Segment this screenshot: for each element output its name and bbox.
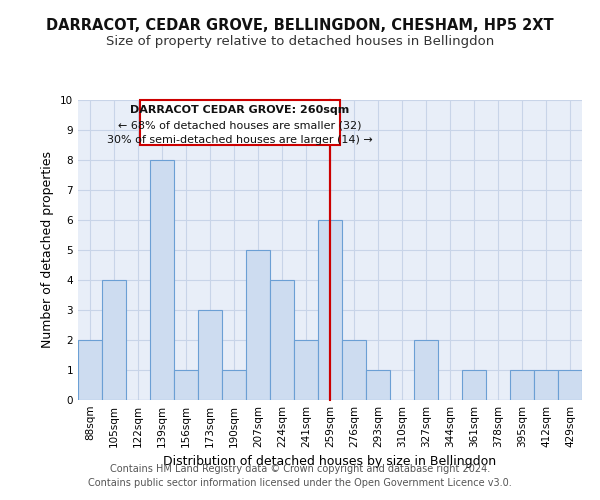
FancyBboxPatch shape xyxy=(140,100,340,145)
Bar xyxy=(414,340,438,400)
Bar xyxy=(558,370,582,400)
Bar xyxy=(150,160,174,400)
Text: 30% of semi-detached houses are larger (14) →: 30% of semi-detached houses are larger (… xyxy=(107,136,373,145)
Bar xyxy=(102,280,126,400)
Bar xyxy=(462,370,486,400)
Bar xyxy=(270,280,294,400)
Text: ← 68% of detached houses are smaller (32): ← 68% of detached houses are smaller (32… xyxy=(118,120,362,130)
Bar xyxy=(510,370,534,400)
Bar xyxy=(78,340,102,400)
Bar xyxy=(534,370,558,400)
Text: DARRACOT, CEDAR GROVE, BELLINGDON, CHESHAM, HP5 2XT: DARRACOT, CEDAR GROVE, BELLINGDON, CHESH… xyxy=(46,18,554,32)
Bar xyxy=(246,250,270,400)
Text: Size of property relative to detached houses in Bellingdon: Size of property relative to detached ho… xyxy=(106,35,494,48)
X-axis label: Distribution of detached houses by size in Bellingdon: Distribution of detached houses by size … xyxy=(163,456,497,468)
Bar xyxy=(174,370,198,400)
Bar xyxy=(366,370,390,400)
Bar xyxy=(318,220,342,400)
Bar xyxy=(342,340,366,400)
Text: Contains HM Land Registry data © Crown copyright and database right 2024.
Contai: Contains HM Land Registry data © Crown c… xyxy=(88,464,512,487)
Bar xyxy=(222,370,246,400)
Text: DARRACOT CEDAR GROVE: 260sqm: DARRACOT CEDAR GROVE: 260sqm xyxy=(130,106,350,116)
Bar xyxy=(294,340,318,400)
Bar xyxy=(198,310,222,400)
Y-axis label: Number of detached properties: Number of detached properties xyxy=(41,152,55,348)
